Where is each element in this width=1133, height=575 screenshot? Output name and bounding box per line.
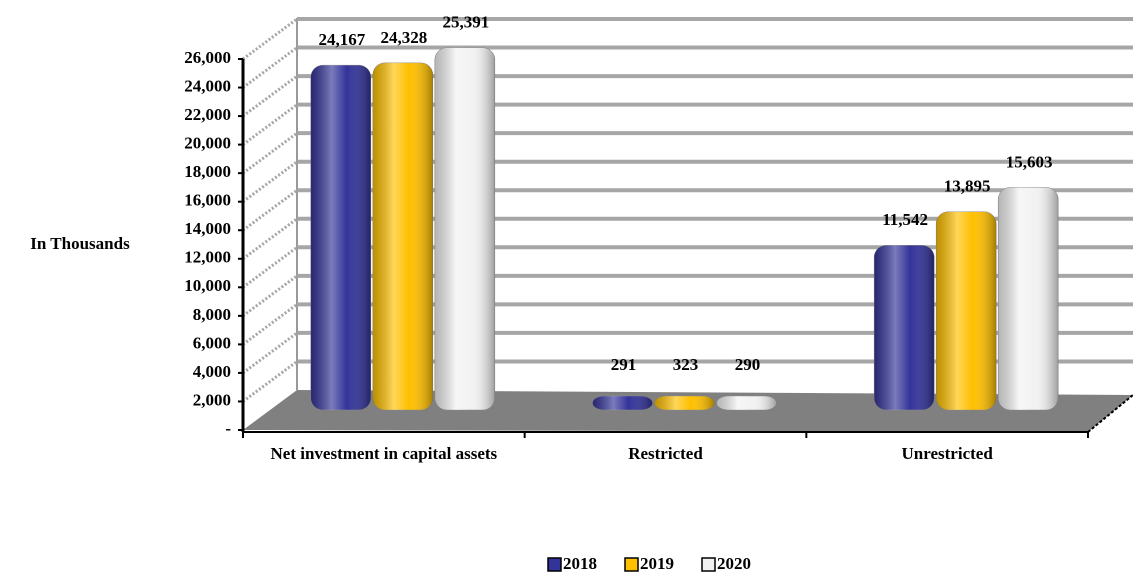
wall-grid-line (242, 131, 298, 175)
legend-swatch (624, 557, 639, 572)
wall-grid-line (242, 331, 298, 375)
y-tick-label: 18,000 (184, 162, 231, 181)
x-tick-label: Restricted (628, 444, 703, 463)
wall-grid-line (242, 103, 298, 146)
legend-label: 2018 (563, 554, 597, 573)
y-tick-label: 8,000 (193, 305, 231, 324)
wall-grid-line (242, 46, 298, 89)
bar-shade (372, 62, 433, 410)
data-label: 25,391 (442, 13, 489, 32)
bar-shade (310, 65, 371, 410)
wall-grid-line (242, 74, 298, 118)
y-tick-label: 4,000 (193, 362, 231, 381)
y-tick-label: 6,000 (193, 333, 231, 352)
data-label: 291 (611, 355, 637, 374)
data-label: 15,603 (1006, 152, 1053, 171)
wall-grid-line (242, 303, 298, 346)
wall-grid-line (242, 17, 298, 61)
data-label: 13,895 (944, 177, 991, 196)
bar-shade (874, 245, 935, 410)
bar-shade (936, 211, 997, 410)
legend-swatch (547, 557, 562, 572)
y-tick-label: - (225, 419, 231, 438)
y-tick-label: 16,000 (184, 191, 231, 210)
wall-grid-line (242, 189, 298, 232)
bar-shade (592, 396, 653, 410)
bar-shade (654, 396, 715, 410)
legend-label: 2020 (717, 554, 751, 573)
data-label: 24,328 (380, 28, 427, 47)
y-tick-label: 12,000 (184, 248, 231, 267)
data-label: 24,167 (318, 30, 365, 49)
y-axis-label: In Thousands (30, 234, 130, 253)
bar-shade (434, 47, 495, 410)
bar-shade (998, 187, 1059, 410)
legend-swatch (701, 557, 716, 572)
y-tick-label: 14,000 (184, 219, 231, 238)
data-label: 11,542 (882, 210, 928, 229)
bar-shade (716, 396, 777, 410)
x-tick-label: Unrestricted (901, 444, 993, 463)
y-tick-label: 24,000 (184, 76, 231, 95)
y-tick-label: 20,000 (184, 134, 231, 153)
y-tick-label: 22,000 (184, 105, 231, 124)
y-tick-label: 10,000 (184, 276, 231, 295)
wall-grid-line (242, 217, 298, 260)
wall-grid-line (242, 274, 298, 318)
y-tick-label: 26,000 (184, 48, 231, 67)
y-tick-label: 2,000 (193, 390, 231, 409)
x-tick-label: Net investment in capital assets (270, 444, 498, 463)
data-label: 323 (673, 355, 699, 374)
wall-grid-line (242, 246, 298, 289)
legend-label: 2019 (640, 554, 674, 573)
wall-grid-line (242, 160, 298, 203)
wall-grid-line (242, 360, 298, 403)
data-label: 290 (735, 355, 761, 374)
